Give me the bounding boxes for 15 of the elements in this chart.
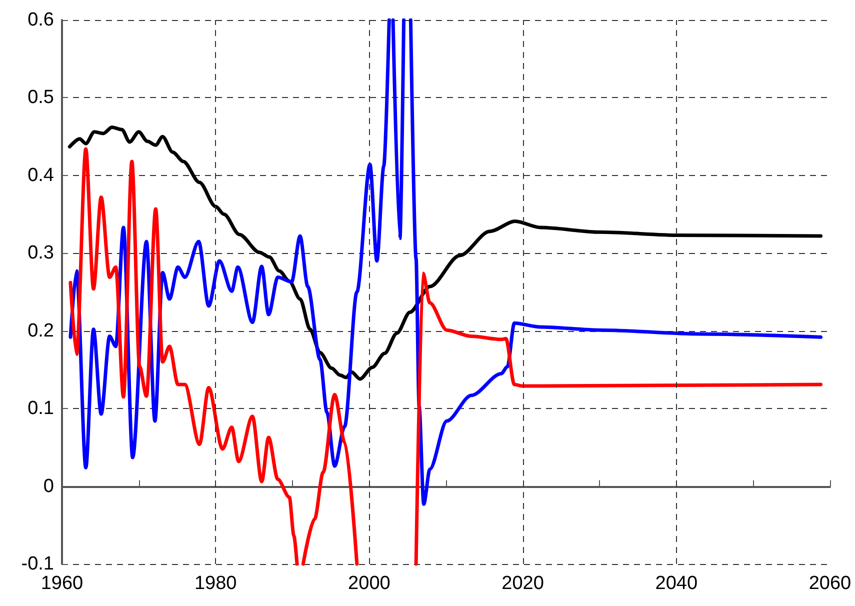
x-tick-label: 1980 <box>194 573 237 594</box>
y-tick-label: 0.6 <box>28 10 54 30</box>
x-tick-label: 1960 <box>40 573 84 594</box>
x-tick-label: 2020 <box>502 573 544 594</box>
x-tick-label: 2000 <box>348 573 390 594</box>
x-tick-label: 2060 <box>808 573 852 594</box>
x-tick-label: 2040 <box>655 573 698 594</box>
y-tick-label: 0.5 <box>28 87 54 108</box>
y-tick-label: -0.1 <box>21 554 54 574</box>
y-tick-label: 0.4 <box>28 164 54 186</box>
y-tick-label: 0.1 <box>28 398 54 420</box>
y-tick-label: 0.3 <box>28 242 54 264</box>
y-tick-label: 0 <box>43 476 54 497</box>
y-tick-label: 0.2 <box>28 320 54 342</box>
line-series <box>68 125 823 381</box>
